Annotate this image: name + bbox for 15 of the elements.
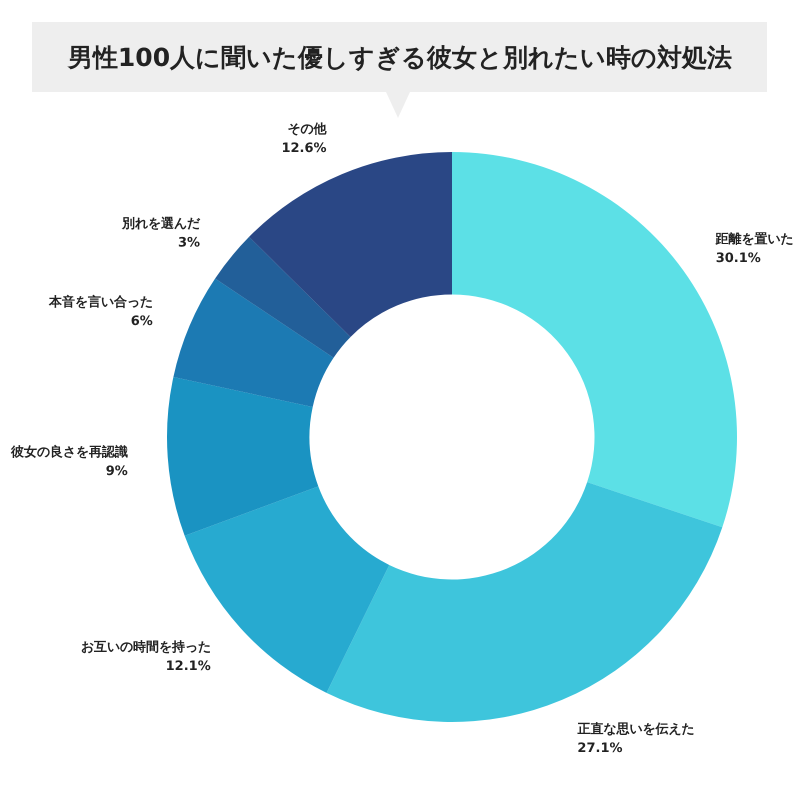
- data-label: 12.6%: [281, 141, 327, 156]
- data-label: 12.1%: [166, 658, 211, 674]
- data-label: 27.1%: [577, 740, 623, 756]
- data-label: 9%: [106, 464, 128, 479]
- data-label: 6%: [130, 314, 153, 330]
- slice-label: お互いの時間を持った: [80, 640, 211, 655]
- slice-label: 彼女の良さを再認識: [10, 444, 128, 460]
- slice-label: その他: [288, 122, 328, 138]
- slice-label: 本音を言い合った: [48, 294, 153, 310]
- slice-label: 別れを選んだ: [121, 216, 202, 232]
- slice-label: 正直な思いを伝えた: [576, 722, 694, 737]
- data-label: 3%: [178, 236, 200, 251]
- slice-label: 距離を置いた: [714, 232, 794, 248]
- data-label: 30.1%: [716, 251, 761, 266]
- chart-title: 男性100人に聞いた優しすぎる彼女と別れたい時の対処法: [66, 43, 732, 72]
